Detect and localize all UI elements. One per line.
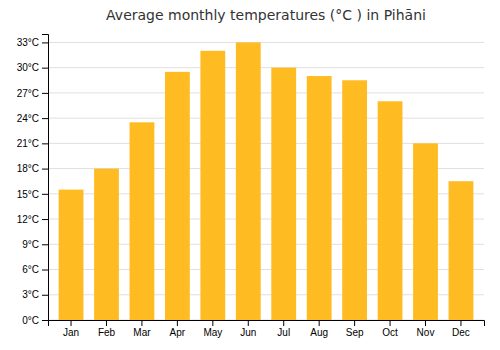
tick: Dec <box>452 320 470 338</box>
tick-mark <box>425 320 426 326</box>
tick-mark <box>42 219 48 220</box>
tick-label: Dec <box>452 327 470 338</box>
tick: Jan <box>63 320 79 338</box>
bar <box>271 68 296 320</box>
tick-mark <box>319 320 320 326</box>
tick-mark <box>42 320 48 321</box>
tick-mark <box>42 295 48 296</box>
bar <box>94 169 119 320</box>
tick-mark <box>42 194 48 195</box>
grid <box>48 42 484 320</box>
tick-label: Aug <box>310 327 328 338</box>
grid-line <box>48 42 484 43</box>
x-axis: Jan Feb Mar Apr May Jun Jul Aug Sep Oct Nov Dec <box>49 320 485 338</box>
bar <box>165 72 190 320</box>
tick-label: Jun <box>240 327 256 338</box>
bar <box>307 76 332 320</box>
tick: 3°C <box>22 289 48 300</box>
bar <box>413 143 438 320</box>
grid-line <box>48 67 484 68</box>
tick: Nov <box>417 320 435 338</box>
tick-label: 6°C <box>22 264 39 275</box>
bar <box>378 101 403 320</box>
axis-line <box>49 321 485 327</box>
bar <box>59 190 84 320</box>
tick: Sep <box>346 320 364 338</box>
tick-label: Apr <box>170 327 186 338</box>
tick: Mar <box>133 320 151 338</box>
tick-mark <box>42 169 48 170</box>
tick-label: Mar <box>133 327 151 338</box>
tick-mark <box>42 68 48 69</box>
tick-label: Oct <box>382 327 398 338</box>
tick-label: 9°C <box>22 239 39 250</box>
tick-label: Sep <box>346 327 364 338</box>
tick: Jul <box>277 320 290 338</box>
tick-mark <box>42 143 48 144</box>
bar <box>200 51 225 320</box>
axis-line <box>42 35 49 321</box>
tick-label: 18°C <box>17 163 39 174</box>
tick: 15°C <box>17 189 48 200</box>
tick: Feb <box>98 320 116 338</box>
tick-label: Nov <box>417 327 435 338</box>
tick-label: 12°C <box>17 214 39 225</box>
y-axis: 0°C 3°C 6°C 9°C 12°C 15°C 18°C 21°C 24°C 27°C 30°C… <box>17 35 49 326</box>
tick: May <box>203 320 222 338</box>
bar <box>449 181 474 320</box>
tick-mark <box>141 320 142 326</box>
tick-label: 27°C <box>17 88 39 99</box>
tick-mark <box>248 320 249 326</box>
tick-mark <box>71 320 72 326</box>
tick-label: 30°C <box>17 62 39 73</box>
tick-mark <box>106 320 107 326</box>
bar <box>236 42 261 320</box>
tick-mark <box>42 244 48 245</box>
tick: 30°C <box>17 62 48 73</box>
tick-mark <box>354 320 355 326</box>
tick-mark <box>42 270 48 271</box>
bar <box>342 80 367 320</box>
grid-line <box>48 118 484 119</box>
tick: Jun <box>240 320 256 338</box>
tick-mark <box>460 320 461 326</box>
tick-mark <box>42 42 48 43</box>
tick: 0°C <box>22 315 48 326</box>
tick-label: 24°C <box>17 113 39 124</box>
tick-mark <box>283 320 284 326</box>
tick-label: 21°C <box>17 138 39 149</box>
chart-container: 0°C 3°C 6°C 9°C 12°C 15°C 18°C 21°C 24°C 27°C 30°C… <box>0 0 500 350</box>
chart-svg: 0°C 3°C 6°C 9°C 12°C 15°C 18°C 21°C 24°C 27°C 30°C… <box>0 0 500 350</box>
tick-label: Jan <box>63 327 79 338</box>
tick-label: 33°C <box>17 37 39 48</box>
tick-label: 0°C <box>22 315 39 326</box>
tick: Oct <box>382 320 398 338</box>
tick-mark <box>390 320 391 326</box>
bars <box>59 42 474 320</box>
tick: Aug <box>310 320 328 338</box>
tick: 12°C <box>17 214 48 225</box>
tick: 21°C <box>17 138 48 149</box>
tick-label: 15°C <box>17 189 39 200</box>
tick: 24°C <box>17 113 48 124</box>
grid-line <box>48 92 484 93</box>
tick-mark <box>42 118 48 119</box>
tick-label: Feb <box>98 327 116 338</box>
tick-label: 3°C <box>22 289 39 300</box>
tick: 27°C <box>17 88 48 99</box>
tick: 9°C <box>22 239 48 250</box>
tick: 18°C <box>17 163 48 174</box>
tick: 33°C <box>17 37 48 48</box>
tick-label: Jul <box>277 327 290 338</box>
title: Average monthly temperatures (°C ) in Pi… <box>106 7 426 23</box>
tick-mark <box>177 320 178 326</box>
tick-mark <box>42 93 48 94</box>
tick-label: May <box>203 327 222 338</box>
tick-mark <box>212 320 213 326</box>
bar <box>130 122 155 320</box>
tick: 6°C <box>22 264 48 275</box>
tick: Apr <box>170 320 186 338</box>
